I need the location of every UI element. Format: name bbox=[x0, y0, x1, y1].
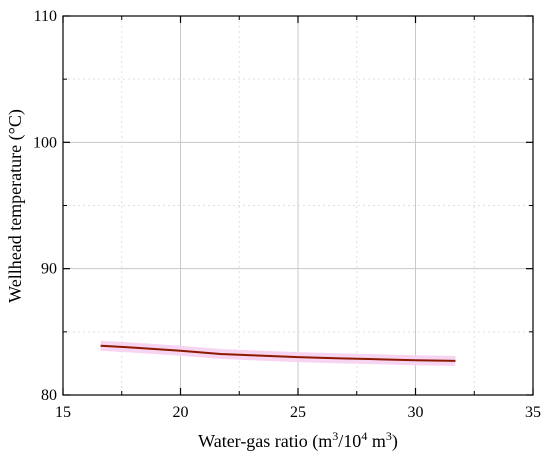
axis-ticks bbox=[62, 15, 534, 396]
y-tick-label: 80 bbox=[41, 387, 57, 404]
series-lines bbox=[100, 344, 456, 362]
y-axis-label: Wellhead temperature (°C) bbox=[5, 109, 26, 303]
series-line bbox=[100, 344, 456, 362]
x-tick-label: 25 bbox=[290, 404, 306, 421]
y-tick-label: 90 bbox=[41, 261, 57, 278]
x-tick-labels: 15 20 25 30 35 bbox=[55, 404, 541, 421]
y-tick-label: 100 bbox=[33, 134, 57, 151]
x-tick-label: 30 bbox=[408, 404, 424, 421]
x-tick-label: 20 bbox=[173, 404, 189, 421]
x-tick-label: 35 bbox=[525, 404, 541, 421]
grid-lines bbox=[63, 16, 533, 395]
y-tick-label: 110 bbox=[34, 8, 57, 25]
x-axis-label: Water-gas ratio (m3/104 m3) bbox=[198, 429, 398, 452]
y-tick-labels: 80 90 100 110 bbox=[33, 8, 57, 404]
x-tick-label: 15 bbox=[55, 404, 71, 421]
